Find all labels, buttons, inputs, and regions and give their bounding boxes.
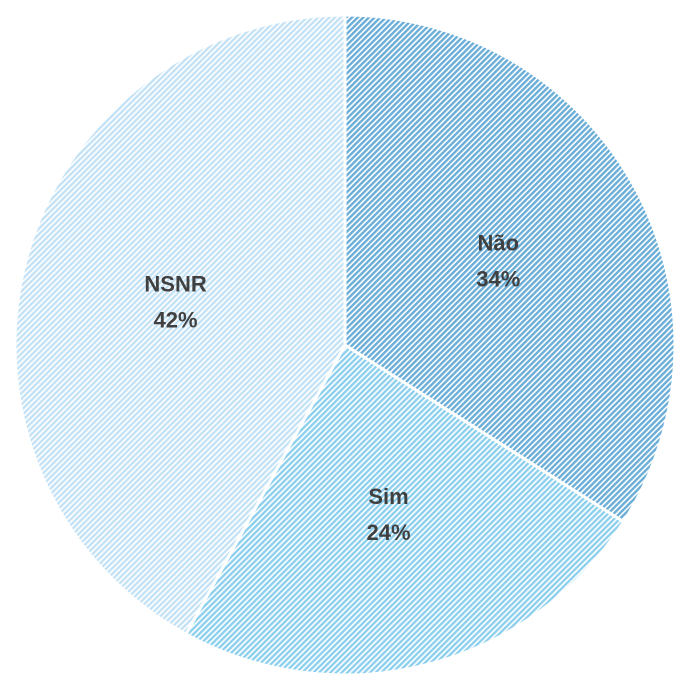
pie-slice [13, 13, 347, 637]
category-label: Sim [368, 484, 408, 509]
value-label: 24% [366, 520, 410, 545]
value-label: 42% [154, 307, 198, 332]
category-label: Não [477, 231, 519, 256]
value-label: 34% [476, 267, 520, 292]
data-label: Não 34% [476, 231, 520, 292]
pie-slice [183, 342, 626, 674]
category-label: NSNR [144, 271, 206, 296]
data-label: NSNR 42% [144, 271, 206, 332]
data-label: Sim 24% [366, 484, 410, 545]
pie-slice [343, 13, 674, 524]
